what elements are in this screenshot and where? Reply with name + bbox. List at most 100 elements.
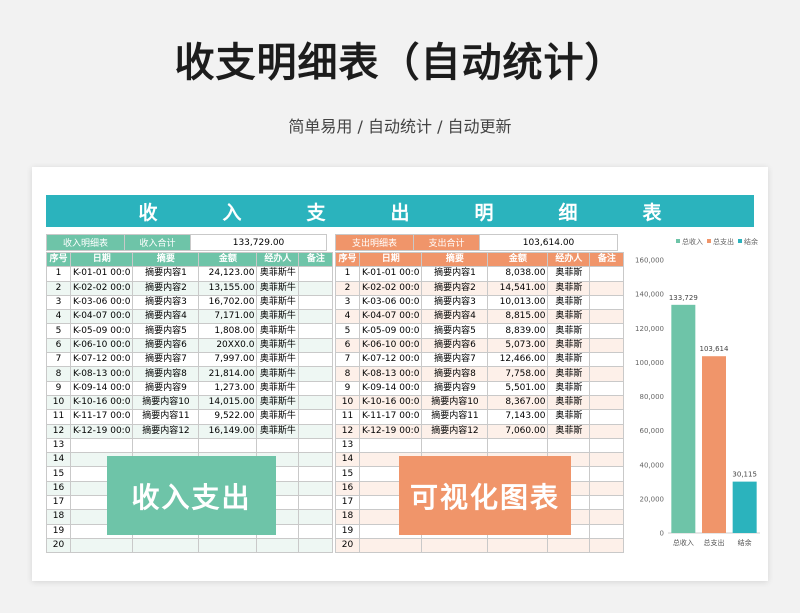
table-cell[interactable] [589,523,625,539]
table-cell[interactable]: 3 [335,294,360,311]
table-cell[interactable]: 8,815.00 [487,309,549,325]
table-cell[interactable]: K-12-19 00:0 [69,423,134,439]
table-cell[interactable] [298,423,334,439]
table-cell[interactable]: 13,155.00 [198,280,258,296]
table-cell[interactable] [589,266,625,282]
table-cell[interactable]: 5,073.00 [487,337,549,354]
table-cell[interactable] [298,523,334,539]
income-total-value[interactable]: 133,729.00 [190,234,327,251]
table-cell[interactable]: 8,839.00 [487,323,549,339]
table-cell[interactable] [589,380,625,396]
table-cell[interactable]: 7,997.00 [198,352,258,368]
table-cell[interactable]: 18 [46,509,71,525]
table-cell[interactable] [298,309,334,325]
table-cell[interactable]: 摘要内容12 [421,423,489,439]
table-cell[interactable]: K-08-13 00:0 [358,366,423,382]
table-cell[interactable]: 奥菲斯牛 [256,423,300,439]
table-cell[interactable]: 6 [46,337,71,354]
table-cell[interactable]: K-04-07 00:0 [358,309,423,325]
table-cell[interactable]: 9 [335,380,360,396]
table-cell[interactable] [589,495,625,511]
table-cell[interactable]: 14 [335,452,360,468]
table-cell[interactable] [589,309,625,325]
table-cell[interactable]: 摘要内容10 [421,394,489,411]
table-cell[interactable]: 奥菲斯牛 [256,380,300,396]
table-cell[interactable] [132,537,200,554]
table-cell[interactable] [298,437,334,454]
table-cell[interactable] [298,495,334,511]
table-cell[interactable]: K-10-16 00:0 [358,394,423,411]
table-cell[interactable]: 15 [335,466,360,482]
table-cell[interactable]: K-02-02 00:0 [69,280,134,296]
table-cell[interactable] [547,537,591,554]
table-cell[interactable] [589,409,625,425]
table-cell[interactable]: 9 [46,380,71,396]
table-cell[interactable]: 10 [46,394,71,411]
table-cell[interactable]: 24,123.00 [198,266,258,282]
table-cell[interactable]: 14,541.00 [487,280,549,296]
table-cell[interactable]: 奥菲斯 [547,323,591,339]
table-cell[interactable]: 1,808.00 [198,323,258,339]
table-cell[interactable]: 14,015.00 [198,394,258,411]
table-cell[interactable]: 摘要内容5 [421,323,489,339]
table-cell[interactable]: 摘要内容4 [132,309,200,325]
table-cell[interactable]: K-05-09 00:0 [358,323,423,339]
table-cell[interactable]: 奥菲斯牛 [256,280,300,296]
table-cell[interactable]: 奥菲斯 [547,294,591,311]
table-cell[interactable]: 2 [46,280,71,296]
table-cell[interactable]: 16 [46,480,71,497]
table-cell[interactable]: 奥菲斯牛 [256,352,300,368]
table-cell[interactable] [132,437,200,454]
table-cell[interactable]: 摘要内容8 [421,366,489,382]
table-cell[interactable]: 摘要内容3 [132,294,200,311]
table-cell[interactable]: K-06-10 00:0 [358,337,423,354]
table-cell[interactable]: 奥菲斯 [547,394,591,411]
table-cell[interactable] [589,537,625,554]
table-cell[interactable]: 1 [335,266,360,282]
table-cell[interactable]: 7,758.00 [487,366,549,382]
table-cell[interactable] [298,452,334,468]
table-cell[interactable]: 3 [46,294,71,311]
table-cell[interactable] [298,466,334,482]
table-cell[interactable] [589,452,625,468]
table-cell[interactable]: 奥菲斯牛 [256,266,300,282]
table-cell[interactable]: 8,367.00 [487,394,549,411]
table-cell[interactable] [298,266,334,282]
table-cell[interactable]: 7,171.00 [198,309,258,325]
table-cell[interactable]: 11 [46,409,71,425]
table-cell[interactable] [589,466,625,482]
table-cell[interactable] [69,437,134,454]
table-cell[interactable]: 11 [335,409,360,425]
table-cell[interactable] [547,437,591,454]
table-cell[interactable]: 奥菲斯 [547,337,591,354]
table-cell[interactable] [589,423,625,439]
table-cell[interactable]: 19 [335,523,360,539]
table-cell[interactable]: 奥菲斯 [547,280,591,296]
table-cell[interactable] [298,537,334,554]
table-cell[interactable]: K-12-19 00:0 [358,423,423,439]
table-cell[interactable]: 奥菲斯牛 [256,394,300,411]
table-cell[interactable]: K-01-01 00:0 [358,266,423,282]
table-cell[interactable]: K-08-13 00:0 [69,366,134,382]
table-cell[interactable]: K-01-01 00:0 [69,266,134,282]
table-cell[interactable]: 摘要内容6 [132,337,200,354]
table-cell[interactable] [589,294,625,311]
table-cell[interactable]: 17 [46,495,71,511]
table-cell[interactable]: 奥菲斯牛 [256,366,300,382]
table-cell[interactable]: 5,501.00 [487,380,549,396]
table-cell[interactable]: 奥菲斯牛 [256,337,300,354]
table-cell[interactable]: 10 [335,394,360,411]
table-cell[interactable]: 9,522.00 [198,409,258,425]
table-cell[interactable]: 摘要内容11 [132,409,200,425]
table-cell[interactable]: 8 [46,366,71,382]
table-cell[interactable]: K-10-16 00:0 [69,394,134,411]
table-cell[interactable]: 12 [46,423,71,439]
table-cell[interactable]: 14 [46,452,71,468]
table-cell[interactable] [421,537,489,554]
table-cell[interactable]: 20XX0.0 [198,337,258,354]
table-cell[interactable] [298,294,334,311]
table-cell[interactable] [298,352,334,368]
table-cell[interactable]: 摘要内容2 [421,280,489,296]
table-cell[interactable]: 16,702.00 [198,294,258,311]
table-cell[interactable]: K-06-10 00:0 [69,337,134,354]
